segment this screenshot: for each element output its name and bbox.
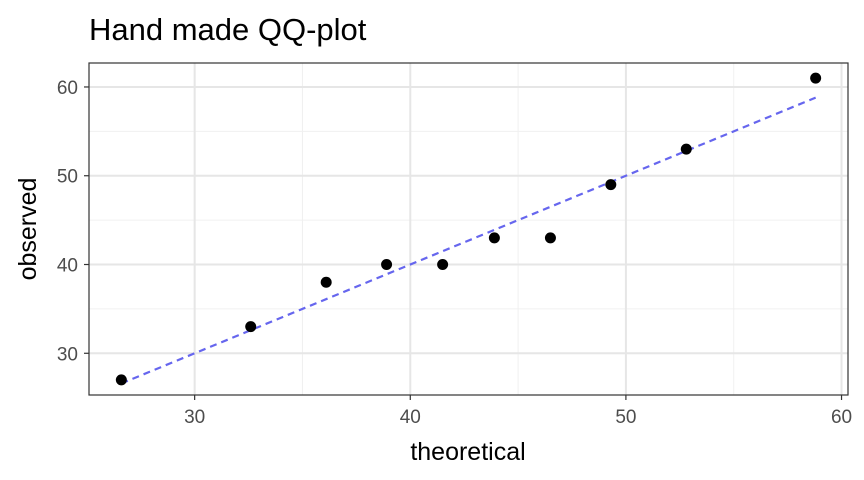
data-point	[810, 72, 822, 84]
reference-line-layer	[120, 96, 817, 385]
reference-line	[120, 96, 817, 385]
y-tick-label: 30	[57, 344, 78, 365]
plot-panel-border	[88, 62, 849, 396]
y-tick-label: 50	[57, 167, 78, 188]
data-point	[115, 374, 127, 386]
x-axis-ticks: 30 40 50 60	[184, 395, 852, 428]
y-axis-title: observed	[14, 178, 42, 281]
data-point	[488, 232, 500, 244]
chart-title: Hand made QQ-plot	[89, 12, 367, 47]
data-point	[437, 259, 449, 271]
y-axis-ticks: 30 40 50 60	[57, 78, 89, 365]
data-point	[680, 143, 692, 155]
x-tick-label: 50	[615, 407, 636, 428]
data-point	[381, 259, 393, 271]
data-points	[115, 72, 822, 386]
x-tick-label: 40	[400, 407, 421, 428]
data-point	[605, 179, 617, 191]
data-point	[245, 321, 257, 333]
x-axis-title: theoretical	[410, 438, 525, 466]
minor-gridlines	[89, 63, 848, 395]
x-tick-label: 60	[831, 407, 852, 428]
y-tick-label: 60	[57, 78, 78, 99]
data-point	[544, 232, 556, 244]
y-tick-label: 40	[57, 256, 78, 277]
major-gridlines	[89, 63, 848, 395]
data-point	[320, 276, 332, 288]
x-tick-label: 30	[184, 407, 205, 428]
